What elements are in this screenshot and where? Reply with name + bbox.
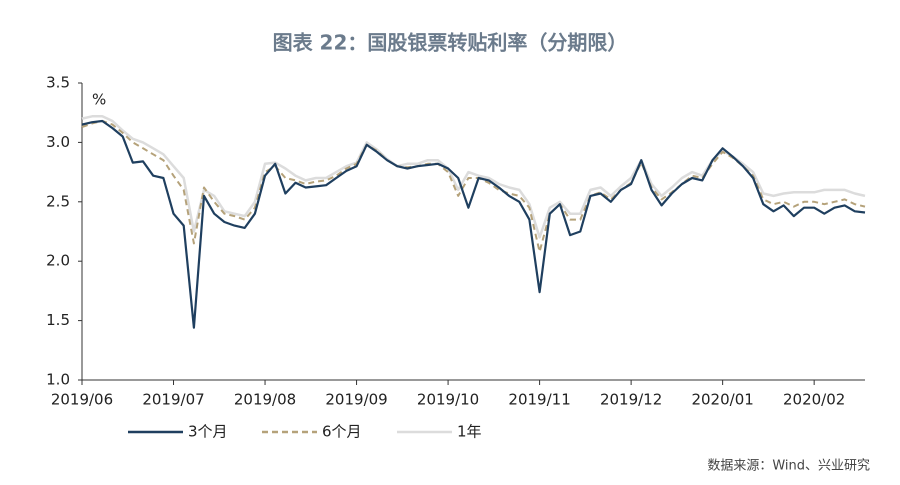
x-tick-label: 2019/06 [51, 391, 113, 409]
y-tick-label: 2.5 [46, 192, 70, 210]
x-tick-label: 2019/07 [142, 391, 204, 409]
legend-label: 3个月 [188, 423, 228, 441]
y-tick-label: 2.0 [46, 252, 70, 270]
x-tick-label: 2019/12 [600, 391, 662, 409]
x-tick-label: 2020/01 [691, 391, 753, 409]
x-tick-label: 2020/02 [783, 391, 845, 409]
legend-label: 6个月 [322, 423, 362, 441]
legend-label: 1年 [457, 423, 482, 441]
x-tick-label: 2019/10 [417, 391, 479, 409]
y-tick-label: 3.0 [46, 133, 70, 151]
series-line [81, 120, 866, 253]
y-tick-label: 3.5 [46, 74, 70, 92]
y-tick-label: 1.5 [46, 311, 70, 329]
series-line [81, 119, 866, 329]
series-line [81, 115, 866, 239]
chart-title: 图表 22：国股银票转贴利率（分期限） [273, 31, 628, 55]
y-tick-label: 1.0 [46, 371, 70, 389]
unit-label: % [92, 91, 106, 109]
x-tick-label: 2019/11 [508, 391, 570, 409]
x-tick-label: 2019/09 [325, 391, 387, 409]
x-tick-label: 2019/08 [234, 391, 296, 409]
source: 数据来源：Wind、兴业研究 [707, 459, 870, 474]
